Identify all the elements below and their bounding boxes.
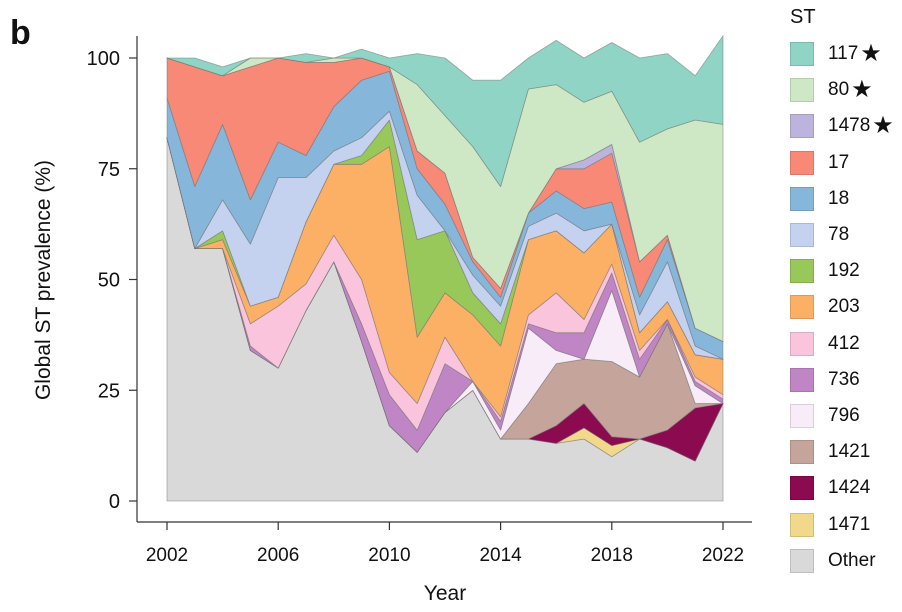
star-icon: ★ (860, 40, 882, 68)
legend-item-1421: 1421 (790, 434, 894, 470)
x-axis-label: Year (424, 582, 466, 605)
legend-label: 796 (828, 404, 860, 426)
legend-label: 1478 (828, 115, 871, 137)
legend-swatch (790, 295, 814, 320)
legend-label: 1424 (828, 477, 871, 499)
y-tick-label: 25 (98, 380, 120, 402)
axes: 0 25 50 75 100 2002 2006 2010 2014 2018 2022 (87, 36, 752, 566)
legend-swatch (790, 259, 814, 284)
legend-swatch (790, 548, 814, 573)
legend-swatch (790, 367, 814, 392)
legend-swatch (790, 440, 814, 465)
x-tick-label: 2010 (368, 545, 410, 566)
legend-label: 1421 (828, 441, 871, 463)
legend-item-78: 78 (790, 217, 894, 253)
x-tick-label: 2018 (591, 545, 633, 566)
legend-item-1471: 1471 (790, 506, 894, 542)
legend-item-18: 18 (790, 181, 894, 217)
legend-item-1424: 1424 (790, 470, 894, 506)
legend-swatch (790, 223, 814, 248)
legend-item-1478: 1478 ★ (790, 108, 894, 144)
legend-item-203: 203 (790, 289, 894, 325)
legend-item-736: 736 (790, 362, 894, 398)
legend-swatch (790, 150, 814, 175)
legend-item-other: Other (790, 543, 894, 579)
area-series-117 (166, 35, 724, 187)
y-tick-label: 50 (98, 270, 120, 292)
x-tick-label: 2014 (479, 545, 522, 566)
legend-label: 192 (828, 260, 860, 282)
legend-swatch (790, 403, 814, 428)
legend-swatch (790, 476, 814, 501)
y-axis-label: Global ST prevalence (%) (32, 160, 55, 400)
area-layers (166, 35, 724, 502)
legend-label: 203 (828, 296, 860, 318)
legend-swatch (790, 114, 814, 139)
legend-label: 736 (828, 368, 860, 390)
legend: 117 ★ 80 ★ 1478 ★ 17 18 78 192 203 412 736 796 1421 142… (790, 36, 894, 579)
y-tick-label: 75 (98, 159, 120, 181)
legend-label: 18 (828, 187, 850, 209)
legend-label: Other (828, 549, 876, 571)
legend-label: 117 (828, 43, 859, 65)
panel-label: b (10, 14, 31, 52)
legend-item-17: 17 (790, 145, 894, 181)
legend-swatch (790, 512, 814, 537)
legend-swatch (790, 78, 814, 103)
legend-title: ST (790, 6, 816, 28)
x-tick-label: 2022 (702, 545, 744, 566)
legend-item-192: 192 (790, 253, 894, 289)
legend-item-80: 80 ★ (790, 72, 894, 108)
legend-label: 17 (828, 151, 850, 173)
legend-swatch (790, 331, 814, 356)
legend-label: 1471 (828, 513, 871, 535)
legend-swatch (790, 42, 814, 67)
x-tick-label: 2002 (146, 545, 188, 566)
stacked-area-chart: 0 25 50 75 100 2002 2006 2010 2014 2018 2022 Globa… (32, 35, 752, 605)
y-tick-label: 100 (87, 48, 120, 70)
legend-swatch (790, 186, 814, 211)
legend-item-117: 117 ★ (790, 36, 894, 72)
legend-item-412: 412 (790, 326, 894, 362)
y-tick-label: 0 (109, 491, 120, 513)
star-icon: ★ (872, 112, 894, 140)
legend-label: 80 (828, 79, 850, 101)
legend-label: 412 (828, 332, 860, 354)
x-tick-label: 2006 (257, 545, 299, 566)
legend-item-796: 796 (790, 398, 894, 434)
legend-label: 78 (828, 224, 850, 246)
star-icon: ★ (851, 76, 873, 104)
